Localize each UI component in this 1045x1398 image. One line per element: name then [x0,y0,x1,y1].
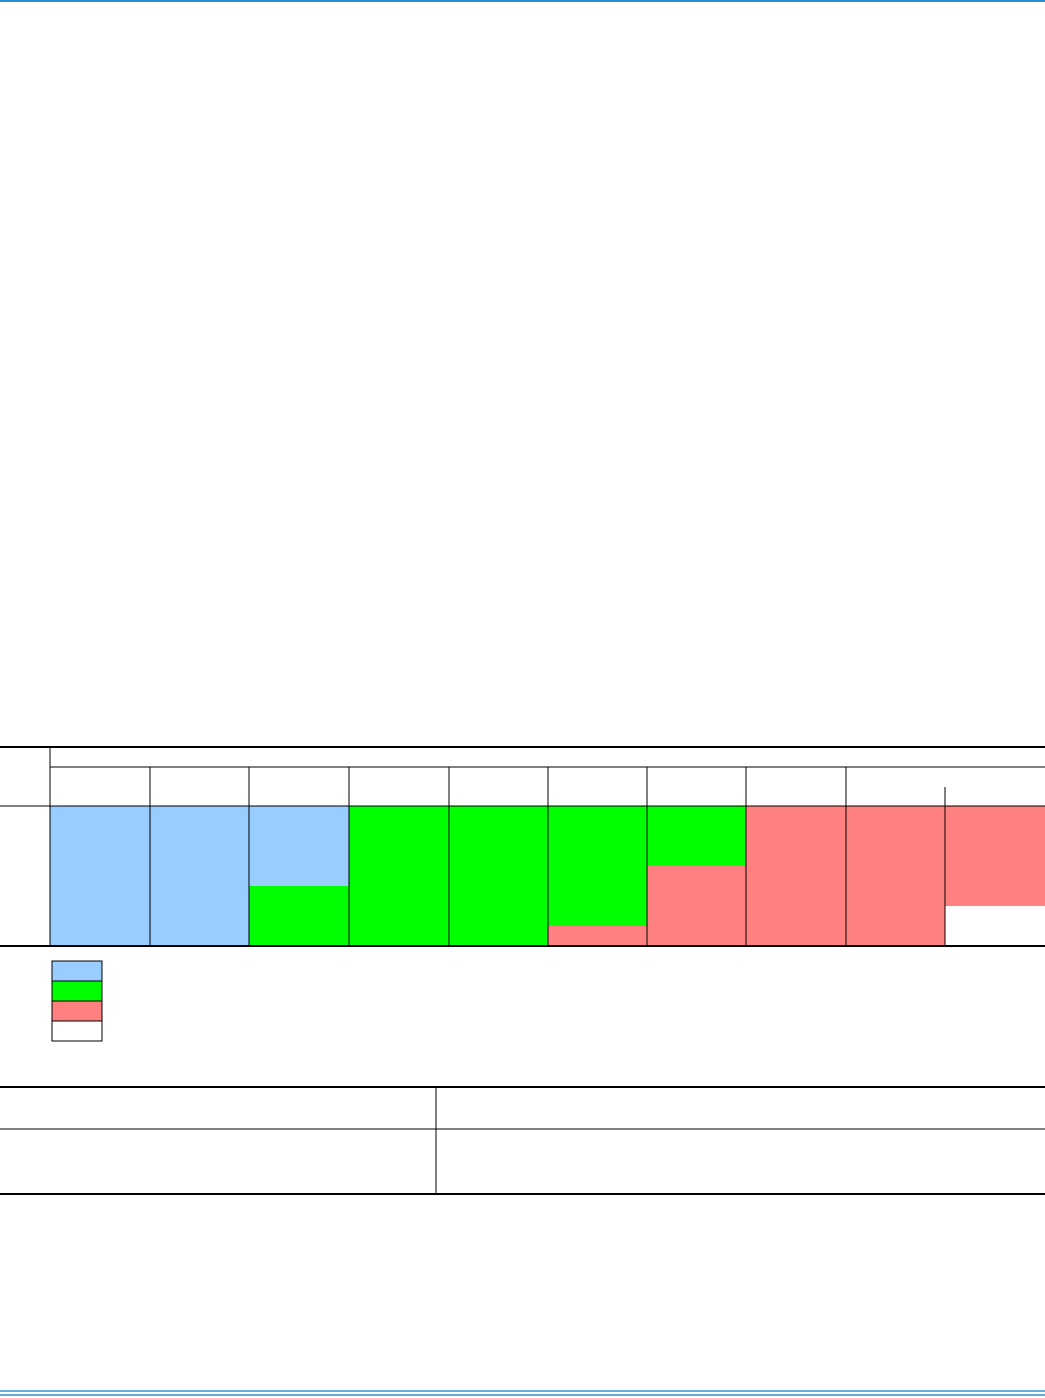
cell [647,806,746,866]
cell [846,806,945,946]
cell [647,866,746,946]
cell [548,926,647,946]
color-table [0,746,1045,947]
cell [449,806,548,946]
cell [945,806,1045,906]
cell [150,806,249,946]
legend [51,960,103,1042]
column-dividers [149,767,946,946]
legend-swatch [51,1020,103,1042]
cell [50,806,150,946]
cell [349,806,449,946]
legend-swatch [51,1000,103,1022]
cell [249,886,349,946]
legend-swatch [51,980,103,1002]
cell [746,806,846,946]
legend-swatch [51,960,103,982]
cell [249,806,349,886]
cell [548,806,647,926]
lower-table [0,1086,1045,1195]
